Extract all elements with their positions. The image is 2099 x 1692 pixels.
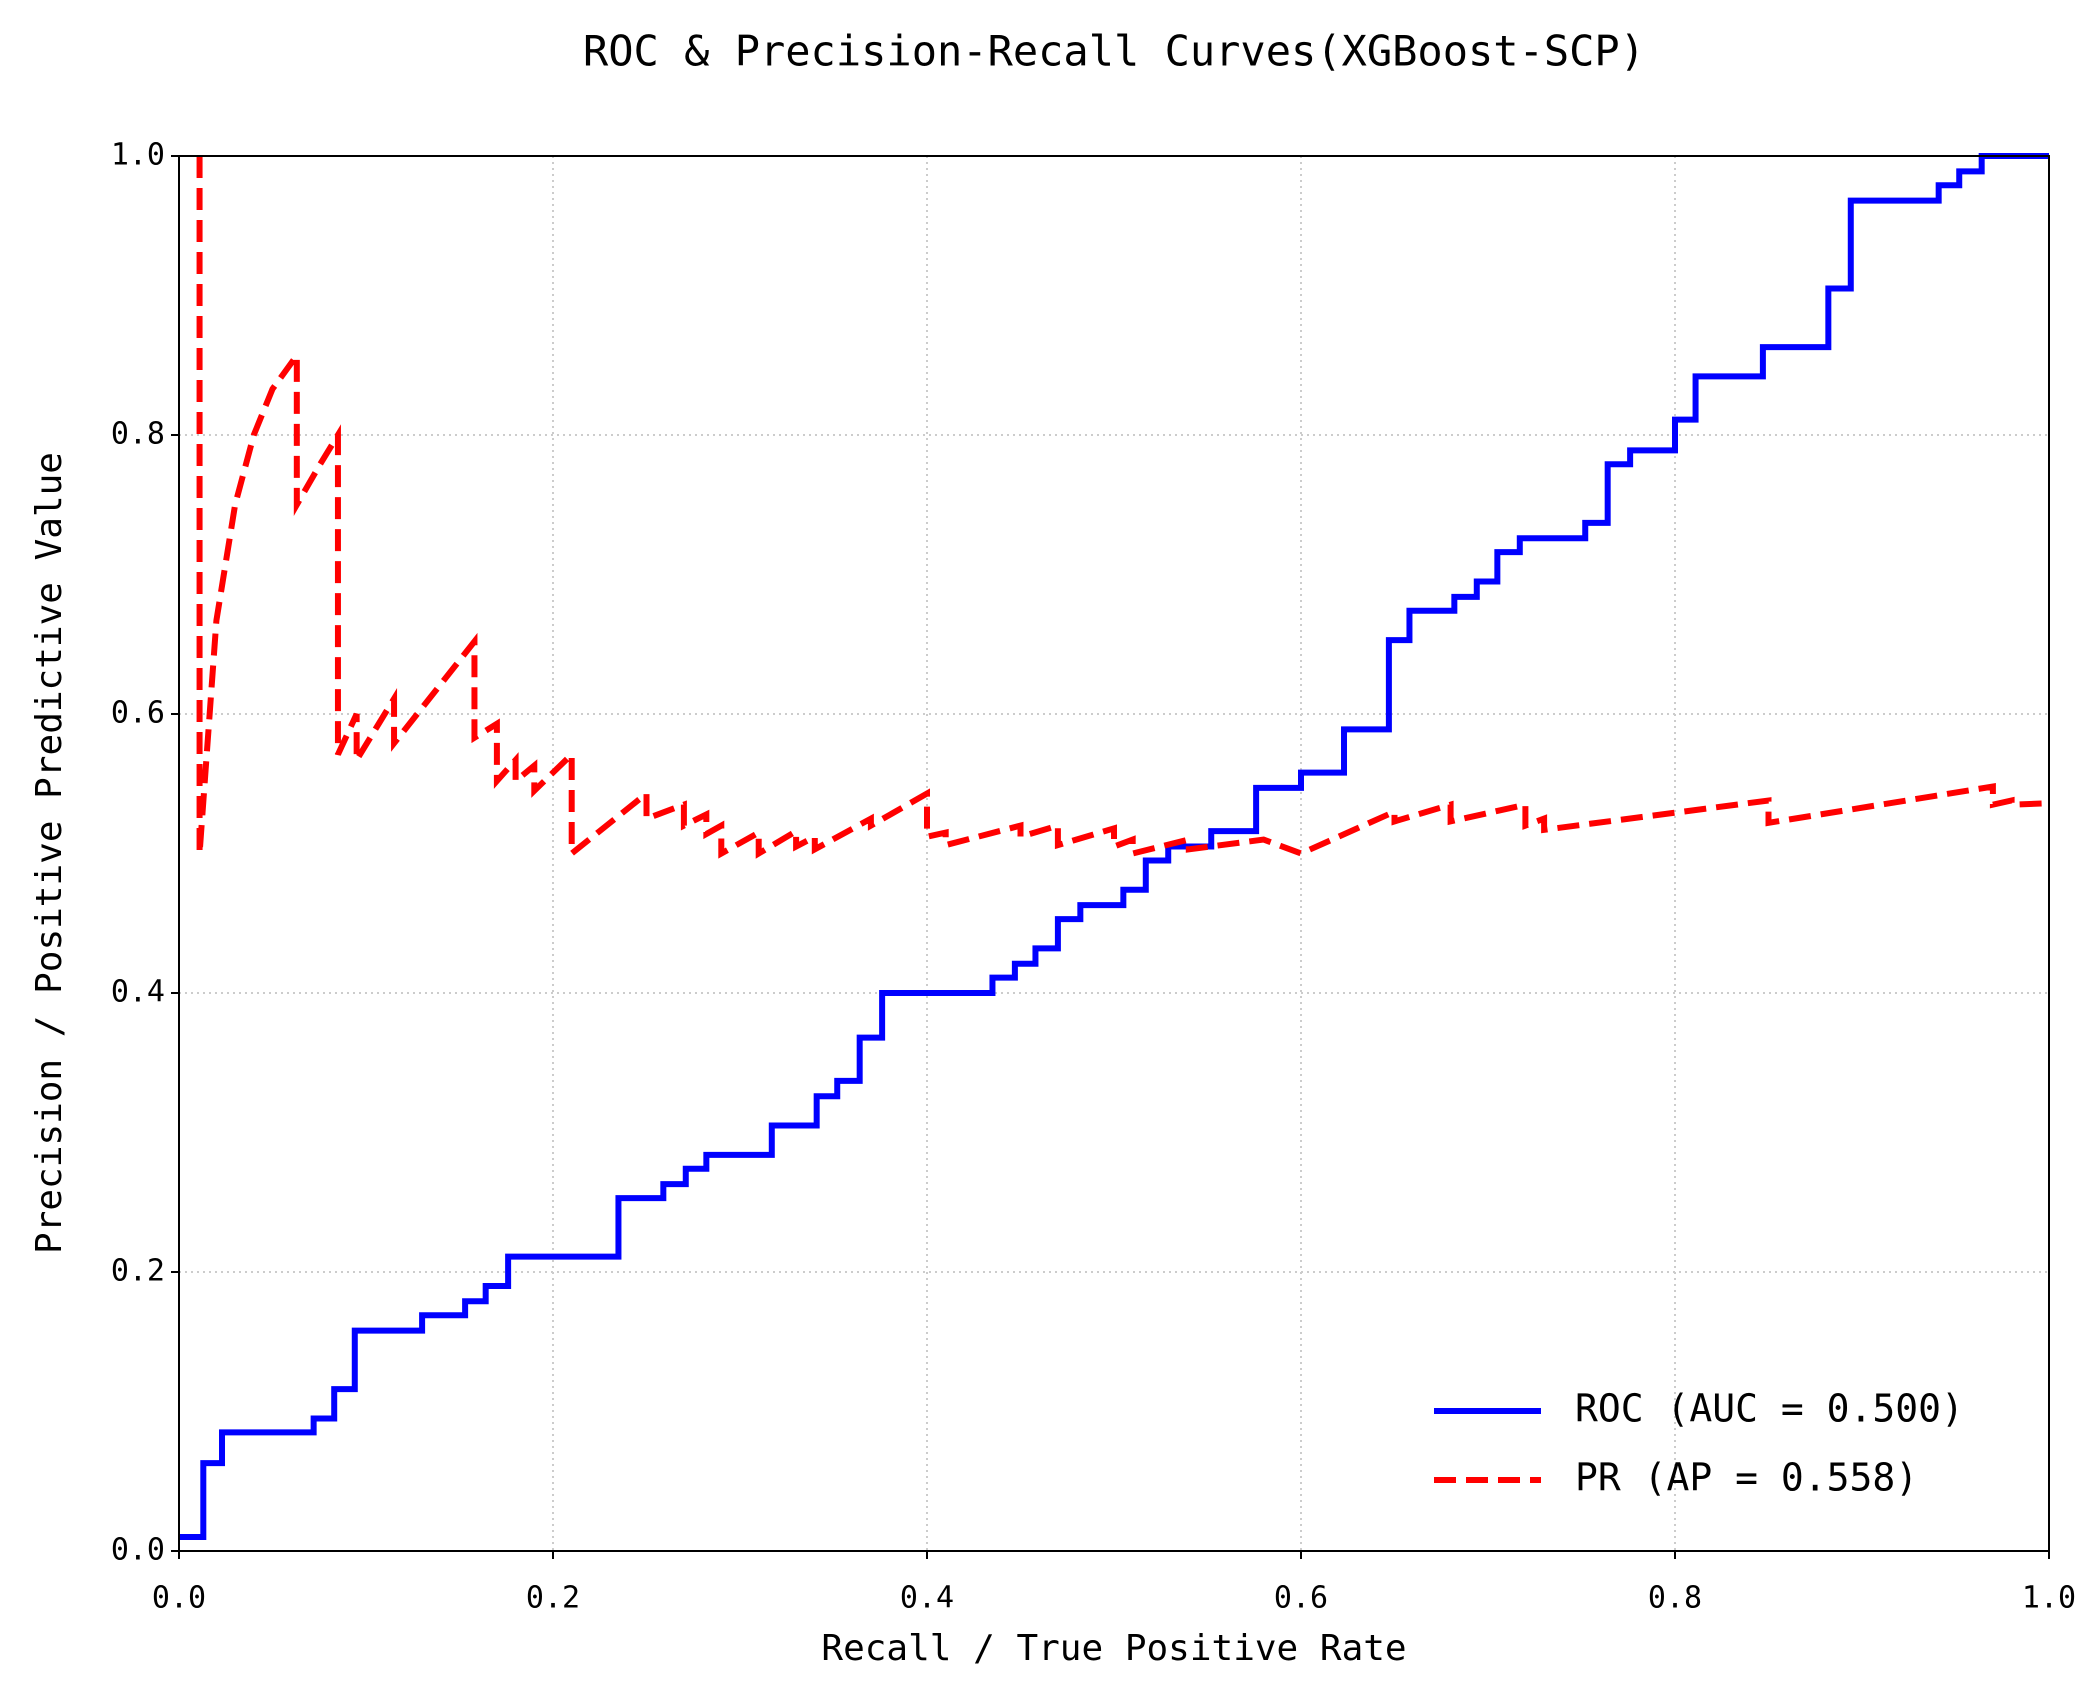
- y-tick-label: 0.6: [111, 696, 165, 731]
- plot-frame: [178, 155, 2050, 1552]
- y-tick-label: 1.0: [111, 138, 165, 173]
- x-tick-label: 0.8: [1648, 1581, 1702, 1616]
- x-tick-label: 0.2: [526, 1581, 580, 1616]
- y-tick-label: 0.8: [111, 417, 165, 452]
- x-axis-label: Recall / True Positive Rate: [821, 1628, 1406, 1669]
- series-line: [196, 156, 2050, 860]
- legend-label: ROC (AUC = 0.500): [1575, 1387, 1964, 1431]
- x-tick-label: 0.4: [900, 1581, 954, 1616]
- series-line: [179, 153, 2049, 1541]
- y-tick-label: 0.0: [111, 1533, 165, 1568]
- x-tick-label: 0.6: [1274, 1581, 1328, 1616]
- y-tick-label: 0.4: [111, 975, 165, 1010]
- chart-title: ROC & Precision-Recall Curves(XGBoost-SC…: [583, 27, 1645, 76]
- y-axis-label: Precision / Positive Predictive Value: [29, 452, 70, 1254]
- y-tick-label: 0.2: [111, 1254, 165, 1289]
- x-tick-label: 1.0: [2022, 1581, 2076, 1616]
- legend-label: PR (AP = 0.558): [1575, 1456, 1918, 1500]
- x-tick-label: 0.0: [152, 1581, 206, 1616]
